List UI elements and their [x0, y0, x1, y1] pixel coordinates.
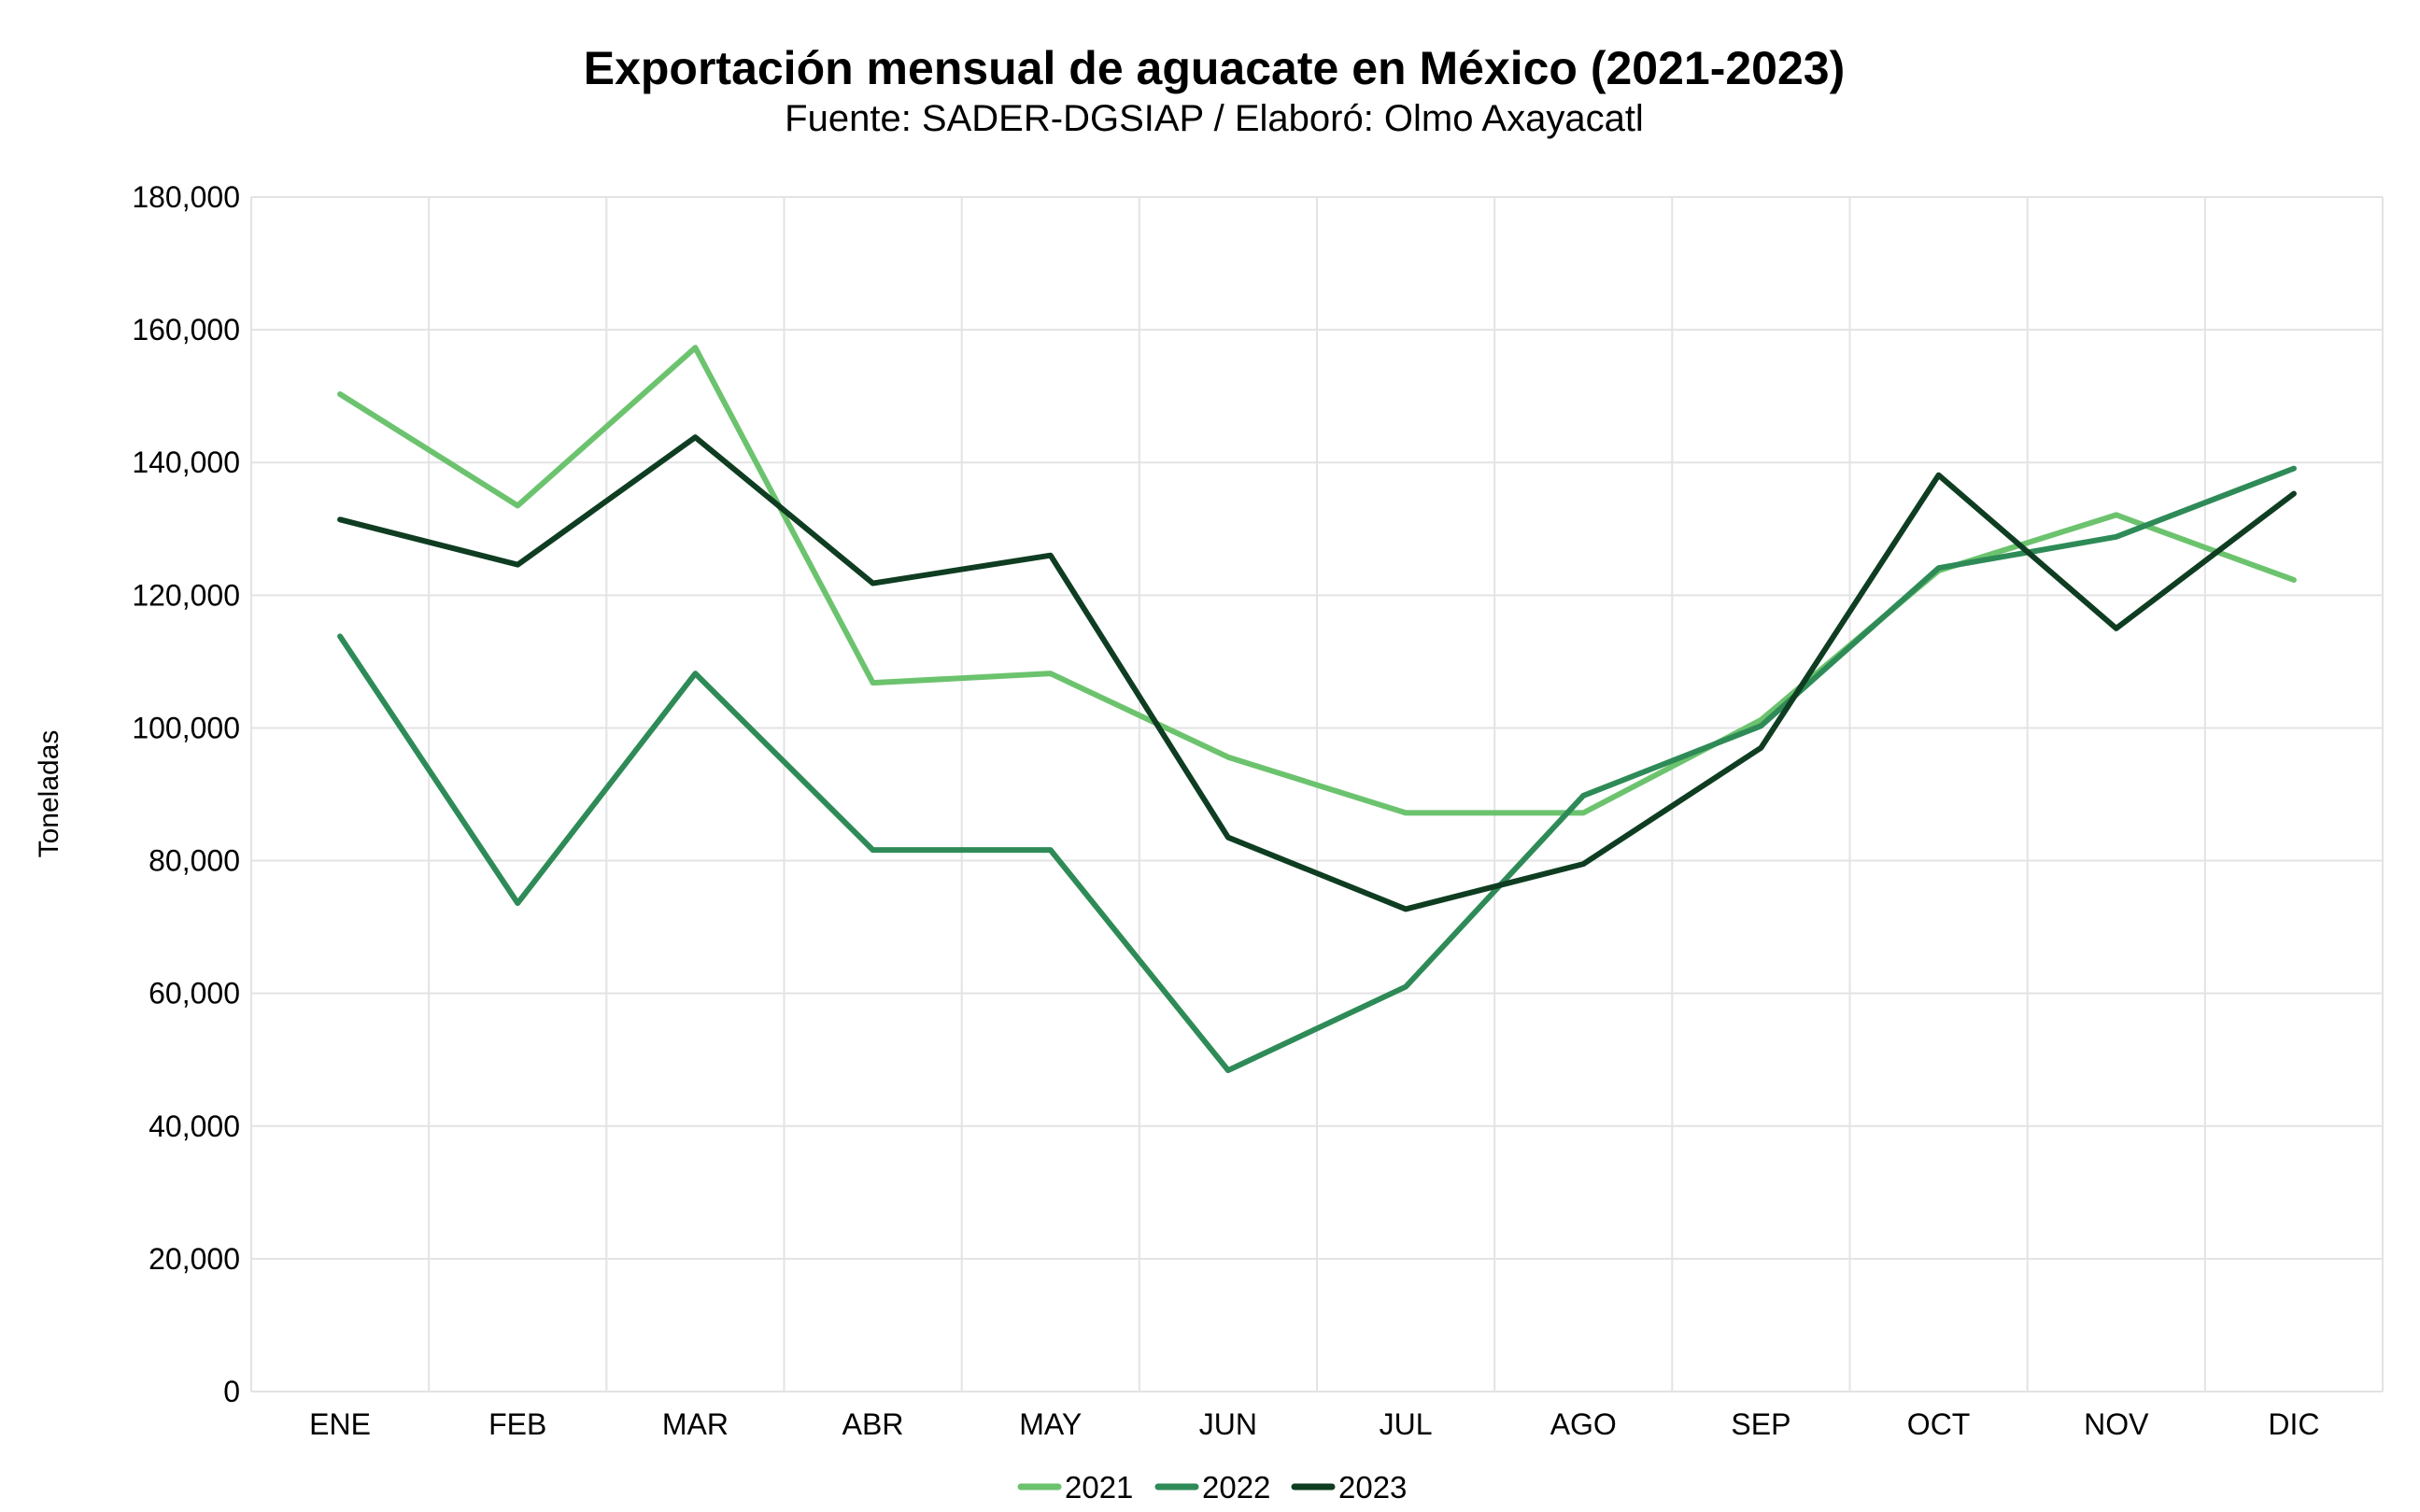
x-tick-label: JUL — [1380, 1407, 1433, 1441]
y-tick-label: 0 — [223, 1375, 240, 1408]
y-tick-label: 100,000 — [132, 711, 240, 744]
x-tick-label: NOV — [2084, 1407, 2149, 1441]
y-tick-label: 80,000 — [149, 844, 240, 878]
x-tick-label: MAR — [662, 1407, 729, 1441]
legend-label-2021: 2021 — [1065, 1470, 1133, 1505]
x-tick-label: ENE — [309, 1407, 371, 1441]
x-tick-label: SEP — [1731, 1407, 1790, 1441]
y-tick-label: 60,000 — [149, 977, 240, 1010]
x-tick-label: OCT — [1907, 1407, 1971, 1441]
legend-label-2022: 2022 — [1202, 1470, 1270, 1505]
legend: 2021 2022 2023 — [1017, 1470, 1407, 1505]
y-axis-label: Toneladas — [34, 730, 64, 858]
x-tick-label: AGO — [1550, 1407, 1617, 1441]
x-tick-label: MAY — [1019, 1407, 1082, 1441]
y-tick-label: 120,000 — [132, 578, 240, 612]
y-tick-label: 20,000 — [149, 1242, 240, 1276]
x-tick-label: DIC — [2268, 1407, 2319, 1441]
x-axis: ENE FEB MAR ABR MAY JUN JUL AGO SEP OCT NOV DIC — [309, 1407, 2319, 1441]
chart-title: Exportación mensual de aguacate en Méxic… — [584, 42, 1846, 94]
y-tick-label: 180,000 — [132, 180, 240, 214]
y-tick-label: 40,000 — [149, 1109, 240, 1143]
series-lines — [337, 345, 2297, 1074]
y-axis: 0 20,000 40,000 60,000 80,000 100,000 120,000 1… — [132, 180, 240, 1408]
y-tick-label: 140,000 — [132, 445, 240, 479]
x-tick-label: FEB — [488, 1407, 546, 1441]
x-tick-label: JUN — [1199, 1407, 1257, 1441]
series-line-2022 — [337, 465, 2297, 1074]
x-tick-label: ABR — [842, 1407, 904, 1441]
chart-subtitle: Fuente: SADER-DGSIAP / Elaboró: Olmo Axa… — [785, 98, 1644, 139]
grid — [250, 196, 2384, 1392]
legend-label-2023: 2023 — [1338, 1470, 1407, 1505]
series-line-2023 — [337, 434, 2297, 912]
y-tick-label: 160,000 — [132, 313, 240, 346]
